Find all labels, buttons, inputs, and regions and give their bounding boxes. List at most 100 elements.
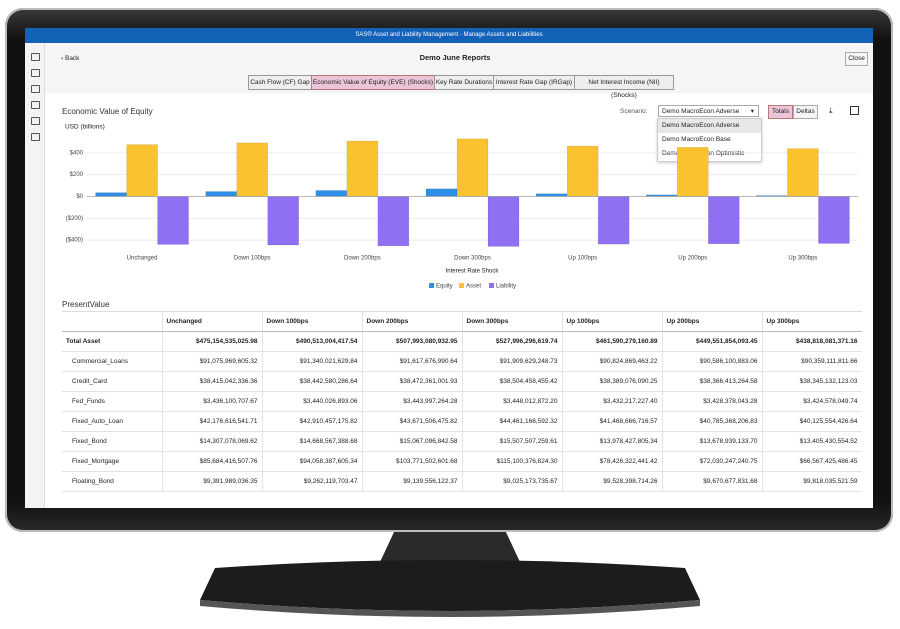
export-icon[interactable] — [850, 106, 859, 115]
value-cell: $94,058,387,605.34 — [262, 451, 363, 472]
table-row: Floating_Bond $9,391,989,036.35 $9,262,119… — [62, 471, 862, 492]
value-cell: $438,818,081,371.16 — [762, 331, 862, 352]
legend-swatch — [429, 283, 434, 288]
present-value-table: Unchanged Down 100bps Down 200bps Down 300b… — [62, 312, 862, 492]
y-tick-label: ($200) — [66, 216, 83, 222]
value-cell: $44,461,166,592.32 — [462, 411, 563, 432]
value-cell: $9,262,119,703.47 — [262, 471, 363, 492]
table-row: Commercial_Loans $91,075,969,605.32 $91,34… — [62, 351, 862, 372]
bar — [566, 145, 599, 197]
value-cell: $14,668,567,388.68 — [262, 431, 363, 452]
tab[interactable]: Interest Rate Gap (IRGap) — [493, 75, 575, 90]
value-cell: $42,176,616,541.71 — [162, 411, 263, 432]
value-cell: $38,442,580,286.64 — [262, 371, 363, 392]
legend-label: Equity — [436, 284, 453, 290]
x-tick-label: Up 100bps — [568, 256, 597, 262]
table-row: Fixed_Mortgage $85,684,416,507.76 $94,058,… — [62, 451, 862, 472]
x-tick-label: Unchanged — [127, 256, 158, 262]
tab[interactable]: Cash Flow (CF) Gap — [248, 75, 312, 90]
nav-icon[interactable] — [31, 133, 40, 141]
value-cell: $9,818,035,521.59 — [762, 471, 862, 492]
table-wrap: Unchanged Down 100bps Down 200bps Down 300b… — [62, 311, 862, 502]
value-cell: $38,472,361,001.93 — [362, 371, 463, 392]
bar — [456, 138, 489, 197]
scenario-option[interactable]: Demo MacroEcon Adverse — [658, 119, 761, 133]
scenario-select[interactable]: Demo MacroEcon Adverse ▾ — [658, 105, 759, 117]
value-cell: $3,432,217,227.40 — [562, 391, 663, 412]
nav-icon[interactable] — [31, 85, 40, 93]
column-header[interactable]: Down 100bps — [262, 312, 363, 332]
row-label: Fixed_Mortgage — [62, 451, 163, 472]
corner-cell — [62, 312, 163, 332]
bar — [708, 196, 740, 245]
table-row: Credit_Card $38,415,042,336.36 $38,442,580… — [62, 371, 862, 392]
download-icon[interactable]: ⤓ — [829, 106, 833, 115]
value-cell: $91,075,969,605.32 — [162, 351, 263, 372]
row-label: Fixed_Bond — [62, 431, 163, 452]
nav-icon[interactable] — [31, 69, 40, 77]
screen: SAS® Asset and Liability Management - Ma… — [25, 28, 873, 508]
column-header[interactable]: Unchanged — [162, 312, 263, 332]
y-tick-label: $0 — [76, 194, 83, 200]
value-cell: $3,440,026,893.06 — [262, 391, 363, 412]
value-cell: $3,436,100,707.67 — [162, 391, 263, 412]
value-cell: $449,551,854,093.45 — [662, 331, 763, 352]
value-cell: $90,586,100,883.06 — [662, 351, 763, 372]
scenario-selected[interactable]: Demo MacroEcon Adverse — [662, 108, 740, 115]
row-label: Total Asset — [62, 331, 163, 352]
value-cell: $14,307,078,069.62 — [162, 431, 263, 452]
value-cell: $15,507,507,259.61 — [462, 431, 563, 452]
scenario-label: Scenario: — [620, 108, 648, 115]
x-tick-label: Up 200bps — [678, 256, 707, 262]
value-cell: $91,617,676,990.64 — [362, 351, 463, 372]
bar — [787, 148, 819, 197]
value-cell: $41,468,666,716.57 — [562, 411, 663, 432]
back-label[interactable]: Back — [64, 55, 80, 62]
column-header[interactable]: Up 200bps — [662, 312, 763, 332]
close-button[interactable]: Close — [845, 52, 868, 66]
chart: USD (billions) Interest Rate Shock ($400… — [65, 124, 858, 290]
column-header[interactable]: Up 300bps — [762, 312, 862, 332]
bar — [267, 196, 299, 246]
nav-icon[interactable] — [31, 101, 40, 109]
value-cell: $475,154,535,025.98 — [162, 331, 263, 352]
column-header[interactable]: Up 100bps — [562, 312, 663, 332]
column-header[interactable]: Down 200bps — [362, 312, 463, 332]
y-tick-label: ($400) — [66, 238, 83, 244]
value-cell: $103,771,502,601.68 — [362, 451, 463, 472]
value-cell: $78,426,322,441.42 — [562, 451, 663, 472]
table-title: PresentValue — [62, 300, 110, 309]
back-button[interactable]: ‹ Back — [61, 55, 80, 62]
bar — [425, 188, 458, 197]
y-tick-label: $200 — [70, 172, 84, 178]
bar — [315, 190, 348, 197]
legend-label: Liability — [496, 284, 516, 290]
value-cell: $3,443,997,264.28 — [362, 391, 463, 412]
table-row: Fixed_Bond $14,307,078,069.62 $14,668,567,… — [62, 431, 862, 452]
x-tick-label: Up 300bps — [788, 256, 817, 262]
table-row: Fed_Funds $3,436,100,707.67 $3,440,026,893… — [62, 391, 862, 412]
tab[interactable]: Key Rate Durations — [434, 75, 494, 90]
scenario-option[interactable]: Demo MacroEcon Base — [662, 136, 731, 143]
value-cell: $13,678,939,133.70 — [662, 431, 763, 452]
value-cell: $85,684,416,507.76 — [162, 451, 263, 472]
value-cell: $90,359,111,811.66 — [762, 351, 862, 372]
view-button[interactable]: Totals — [768, 105, 793, 119]
bar — [818, 196, 850, 244]
view-button[interactable]: Deltas — [793, 105, 818, 119]
value-cell: $38,345,132,123.03 — [762, 371, 862, 392]
value-cell: $38,366,413,264.58 — [662, 371, 763, 392]
nav-icon[interactable] — [31, 53, 40, 61]
nav-icon[interactable] — [31, 117, 40, 125]
column-header[interactable]: Down 300bps — [462, 312, 563, 332]
page-title: Demo June Reports — [419, 53, 491, 62]
tab[interactable]: Net Interest Income (NII) (Shocks) — [574, 75, 674, 99]
value-cell: $490,513,004,417.54 — [262, 331, 363, 352]
bar — [157, 196, 189, 245]
bar — [535, 193, 568, 197]
app-title: SAS® Asset and Liability Management - Ma… — [25, 28, 873, 43]
tab[interactable]: Economic Value of Equity (EVE) (Shocks) — [311, 75, 435, 90]
bar — [126, 144, 158, 197]
